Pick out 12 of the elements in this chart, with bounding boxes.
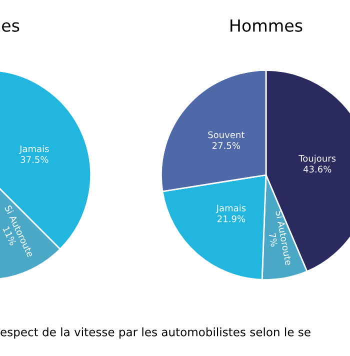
data-label: 37.5% <box>20 156 48 163</box>
text: espect de la vitesse par les automobilistes selon le se <box>0 327 310 339</box>
chart-title: es <box>2 22 20 32</box>
data-label: 27.5% <box>212 142 240 149</box>
slice-label: Souvent <box>208 131 245 138</box>
data-label: 43.6% <box>303 166 332 173</box>
data-label: 21.9% <box>218 215 246 222</box>
slice-label: Jamais <box>216 204 246 214</box>
slice-label: Jamais <box>19 145 49 154</box>
chart-title: Hommes <box>230 19 302 32</box>
data-label: 7% <box>268 232 278 247</box>
slice-label: Toujours <box>298 154 336 164</box>
